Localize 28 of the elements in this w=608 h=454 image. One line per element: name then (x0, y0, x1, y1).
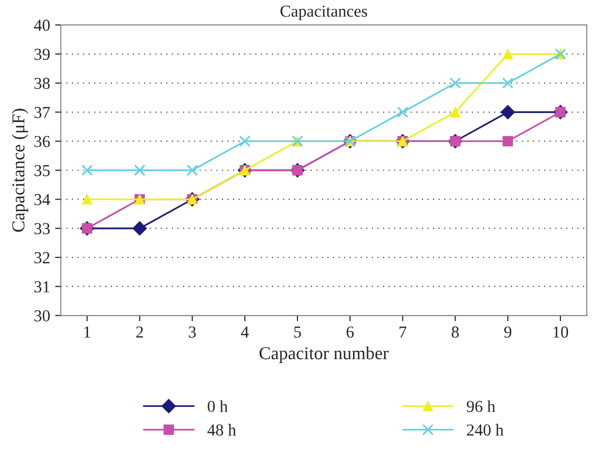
y-tick-label: 33 (34, 223, 50, 234)
y-axis-title: Capacitance (μF) (12, 108, 28, 232)
y-tick-label: 31 (34, 281, 50, 292)
legend-label: 0 h (208, 400, 228, 412)
legend-label: 240 h (466, 424, 504, 436)
y-tick-label: 40 (34, 20, 50, 31)
x-tick-label: 1 (84, 326, 90, 338)
x-tick-label: 5 (294, 326, 301, 338)
x-axis-title: Capacitor number (260, 346, 389, 363)
y-tick-label: 32 (34, 252, 50, 264)
x-tick-label: 4 (241, 326, 249, 338)
x-tick-label: 3 (188, 326, 196, 338)
x-tick-label: 2 (136, 326, 143, 338)
y-tick-label: 34 (34, 194, 50, 206)
y-tick-label: 30 (34, 310, 50, 322)
x-tick-label: 10 (554, 326, 568, 338)
legend-label: 96 h (466, 400, 496, 412)
x-tick-label: 9 (504, 326, 512, 338)
y-tick-label: 39 (34, 48, 50, 60)
x-tick-label: 7 (400, 326, 406, 338)
y-tick-label: 36 (34, 136, 50, 148)
y-tick-label: 37 (34, 106, 50, 118)
y-tick-label: 38 (34, 78, 50, 90)
chart-title: Capacitances (280, 6, 368, 20)
legend-label: 48 h (207, 424, 236, 436)
x-tick-label: 6 (346, 326, 354, 338)
x-tick-label: 8 (452, 326, 459, 338)
y-tick-label: 35 (34, 164, 50, 176)
